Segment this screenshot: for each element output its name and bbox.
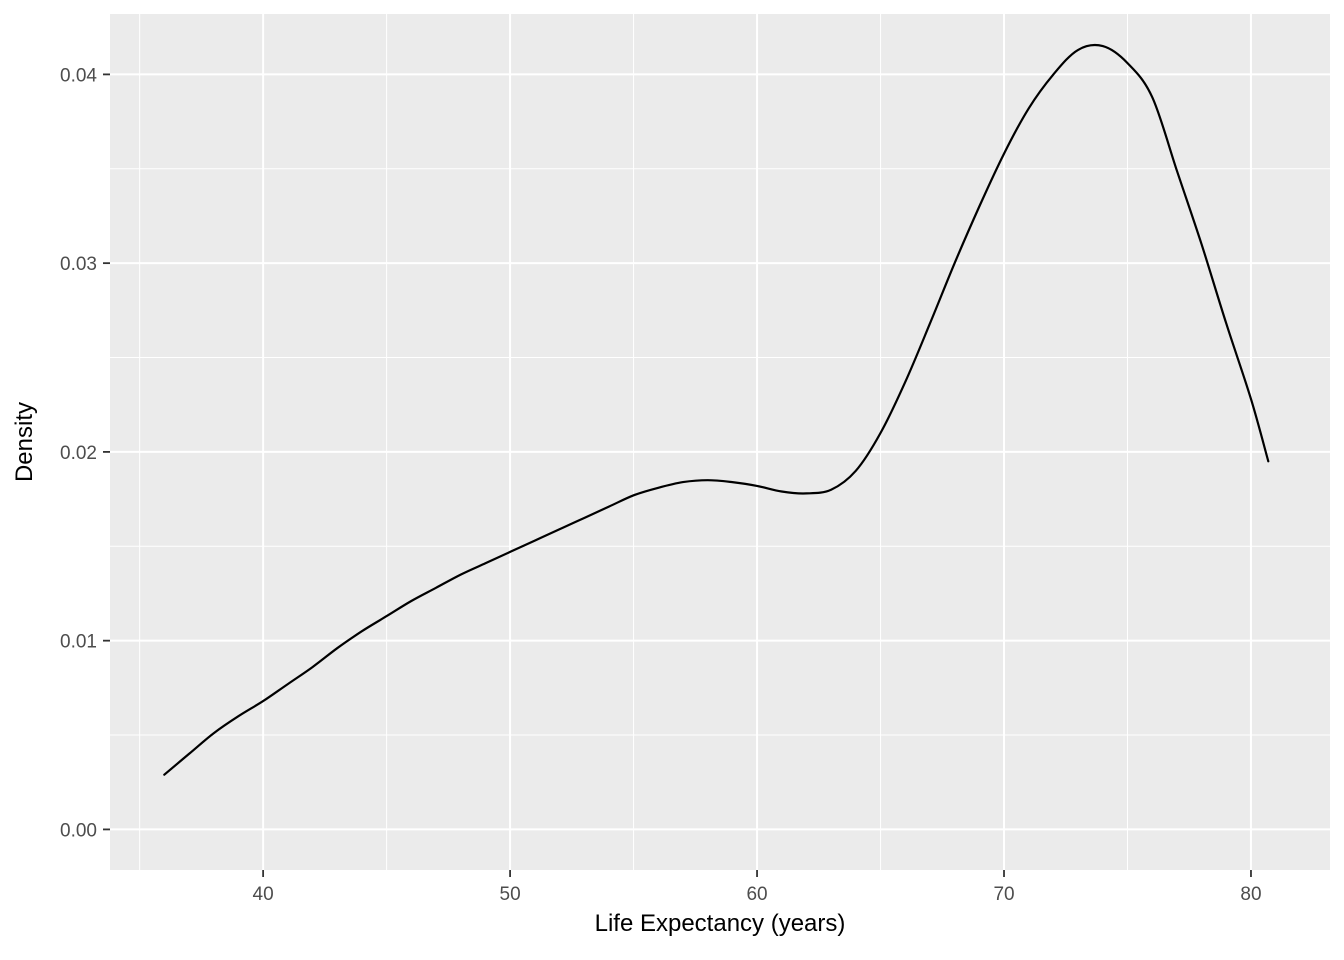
x-axis-title: Life Expectancy (years) xyxy=(594,910,846,937)
x-tick-label: 70 xyxy=(993,884,1014,905)
y-tick-label: 0.03 xyxy=(60,254,97,275)
x-tick-label: 50 xyxy=(500,884,521,905)
y-axis-title-wrap: Density xyxy=(8,14,42,870)
x-tick-label: 60 xyxy=(746,884,767,905)
x-tick-label: 80 xyxy=(1240,884,1261,905)
y-tick-label: 0.02 xyxy=(60,443,97,464)
y-tick-label: 0.00 xyxy=(60,820,97,841)
plot-panel xyxy=(110,14,1330,870)
density-curve xyxy=(163,43,1270,776)
y-axis-title: Density xyxy=(11,401,38,483)
y-tick-label: 0.01 xyxy=(60,632,97,653)
x-tick-label: 40 xyxy=(253,884,274,905)
y-tick-label: 0.04 xyxy=(60,65,97,86)
